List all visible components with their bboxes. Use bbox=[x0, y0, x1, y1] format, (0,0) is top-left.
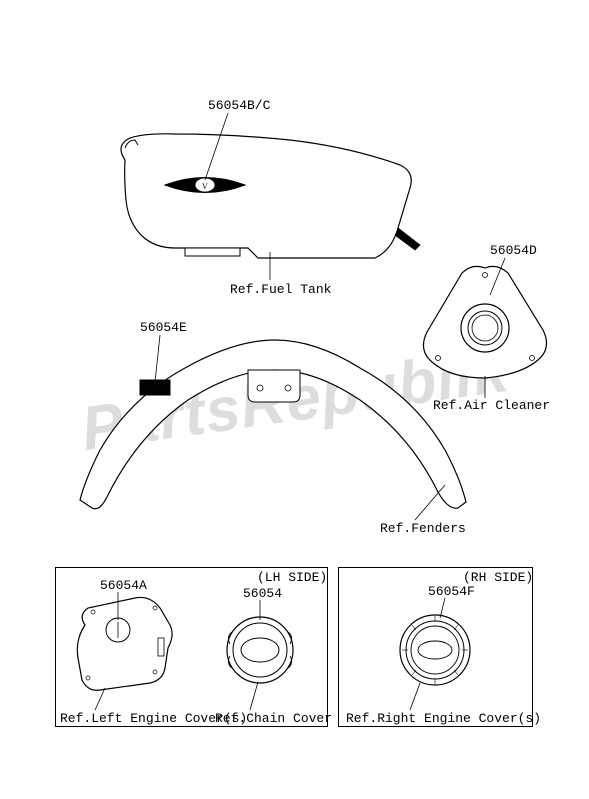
callout-rh: 56054F bbox=[428, 584, 475, 599]
ref-fuel-tank: Ref.Fuel Tank bbox=[230, 282, 331, 297]
panel-lh bbox=[55, 567, 328, 727]
ref-air-cleaner: Ref.Air Cleaner bbox=[433, 398, 550, 413]
ref-chain-cover: Ref.Chain Cover bbox=[215, 711, 332, 726]
callout-fender: 56054E bbox=[140, 320, 187, 335]
ref-fenders: Ref.Fenders bbox=[380, 521, 466, 536]
fender bbox=[80, 335, 466, 520]
air-cleaner bbox=[423, 258, 546, 398]
fuel-tank: V bbox=[121, 113, 420, 280]
callout-tank: 56054B/C bbox=[208, 98, 270, 113]
callout-lh-b: 56054 bbox=[243, 586, 282, 601]
svg-text:V: V bbox=[202, 182, 208, 191]
rh-side-label: (RH SIDE) bbox=[463, 570, 533, 585]
lh-side-label: (LH SIDE) bbox=[257, 570, 327, 585]
ref-right-engine: Ref.Right Engine Cover(s) bbox=[346, 711, 541, 726]
callout-aircleaner: 56054D bbox=[490, 243, 537, 258]
callout-lh-a: 56054A bbox=[100, 578, 147, 593]
diagram-container: PartsRepublik V bbox=[0, 0, 589, 799]
